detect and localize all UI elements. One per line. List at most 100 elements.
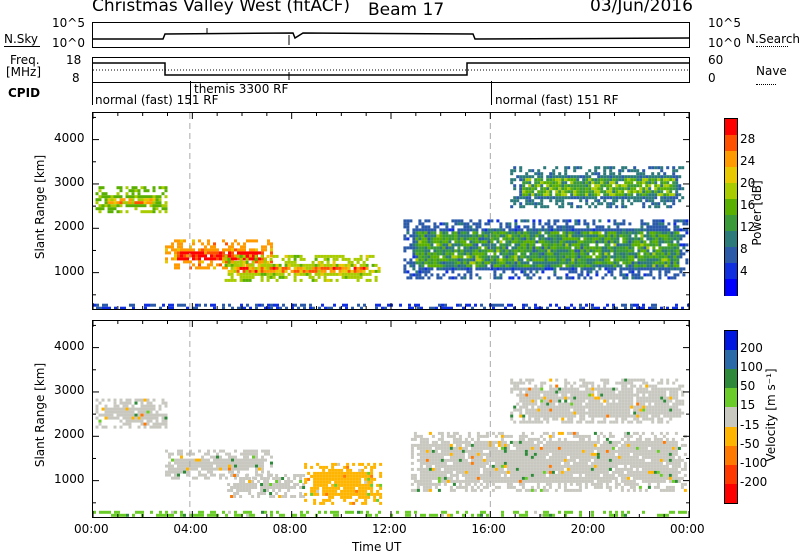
beam-label: Beam 17 [368,0,445,20]
velocity-colorbar-segment [725,426,737,447]
velocity-colorbar [724,330,738,504]
freq-trace [93,62,689,80]
velocity-colorbar-tick-label: 50 [740,379,756,394]
time-axis-label: Time UT [352,540,402,554]
velocity-region-3 [304,462,383,505]
power-colorbar-tick-label: 12 [740,220,756,234]
xtick-label: 12:00 [372,522,407,536]
station-title: Christmas Valley West (fitACF) [92,0,351,16]
power-colorbar-segment [725,183,737,200]
velocity-colorbar-tick-label: -50 [740,436,760,451]
nsky-left-tick-top: 10^5 [52,16,85,30]
velocity-colorbar-segment [725,445,737,466]
xtick-label: 00:00 [74,522,109,536]
power-colorbar-label: Power [dB] [750,180,764,246]
power-region-2 [224,254,381,282]
velocity-colorbar-tick-label: 200 [740,341,763,356]
velocity-colorbar-segment [725,407,737,428]
power-colorbar-segment [725,247,737,264]
power-colorbar-segment [725,199,737,216]
velocity-ytick-label: 1000 [54,471,85,486]
velocity-region-5 [510,378,685,424]
velocity-heatmap [92,321,690,517]
velocity-region-2 [227,474,306,498]
cpid-mode-1: normal (fast) 151 RF [95,93,219,107]
velocity-colorbar-tick-label: 15 [740,398,756,413]
xtick-label: 20:00 [570,522,606,536]
xtick-label: 08:00 [272,522,308,536]
xtick-label: 04:00 [173,522,208,536]
freq-label: Freq. [10,53,40,67]
freq-left-tick-bottom: 8 [72,71,80,85]
power-region-0 [95,186,168,214]
velocity-ytick-label: 2000 [54,427,85,442]
velocity-region-6 [93,510,687,517]
velocity-colorbar-segment [725,464,737,485]
power-ytick-label: 3000 [54,174,85,189]
power-ytick-label: 4000 [54,130,85,145]
power-heatmap [92,113,690,310]
velocity-colorbar-label: Velocity [m s⁻¹] [764,368,778,462]
velocity-ytick-label: 3000 [54,382,85,397]
velocity-ytick-label: 4000 [54,338,85,353]
nsky-trace [93,28,690,45]
cpid-label: CPID [8,86,41,100]
cpid-divider-2 [190,81,191,105]
nsky-right-tick-top: 10^5 [708,16,741,30]
xtick-label: 00:00 [670,522,705,536]
velocity-region-1 [165,449,273,480]
velocity-colorbar-segment [725,388,737,408]
velocity-colorbar-tick-label: -200 [740,474,768,489]
nave-tick-top: 60 [708,53,724,67]
velocity-colorbar-tick-label: -100 [740,455,768,470]
velocity-colorbar-segment [725,369,737,389]
power-colorbar-tick-label: 16 [740,198,756,212]
nave-label: Nave [756,64,787,78]
xtick-label: 16:00 [471,522,506,536]
nsky-label-line [4,46,40,47]
power-colorbar-segment [725,279,737,296]
nsky-label: N.Sky [4,32,39,46]
power-ytick-label: 2000 [54,219,85,234]
nsky-plot [92,22,690,48]
freq-unit-label: [MHz] [6,65,42,79]
date-label: 03/Jun/2016 [590,0,693,16]
freq-plot [92,57,690,83]
velocity-colorbar-segment [725,331,737,351]
power-plot [92,112,690,310]
power-region-5 [93,303,690,310]
power-colorbar-segment [725,215,737,232]
power-colorbar-tick-label: 20 [740,176,756,190]
nave-legend-line [756,84,776,85]
freq-left-tick-top: 18 [66,53,82,67]
velocity-region-0 [95,398,168,429]
power-colorbar-segment [725,135,737,152]
velocity-colorbar-tick-label: 100 [740,360,763,375]
power-colorbar [724,118,738,296]
velocity-colorbar-segment [725,350,737,370]
power-ytick-label: 1000 [54,263,85,278]
nsearch-label: N.Search [746,32,800,46]
nsky-left-tick-bottom: 10^0 [52,36,85,50]
cpid-divider-start [92,81,93,105]
velocity-plot [92,320,690,518]
power-colorbar-tick-label: 28 [740,132,756,146]
power-colorbar-tick-label: 24 [740,154,756,168]
nsearch-legend-line [756,46,788,47]
power-colorbar-segment [725,231,737,248]
power-region-4 [510,166,685,209]
power-region-1 [165,239,273,270]
velocity-ylabel: Slant Range [km] [33,362,47,468]
power-ylabel: Slant Range [km] [33,154,47,260]
power-colorbar-segment [725,263,737,280]
velocity-region-4 [410,431,687,492]
cpid-mode-3: normal (fast) 151 RF [495,93,619,107]
cpid-mode-2: themis 3300 RF [194,82,289,96]
cpid-divider-3 [491,81,492,105]
velocity-colorbar-segment [725,483,737,504]
nave-tick-bottom: 0 [708,71,716,85]
power-colorbar-tick-label: 4 [740,264,748,278]
nsky-right-tick-bottom: 10^0 [708,36,741,50]
power-region-3 [403,219,689,280]
power-colorbar-segment [725,151,737,168]
